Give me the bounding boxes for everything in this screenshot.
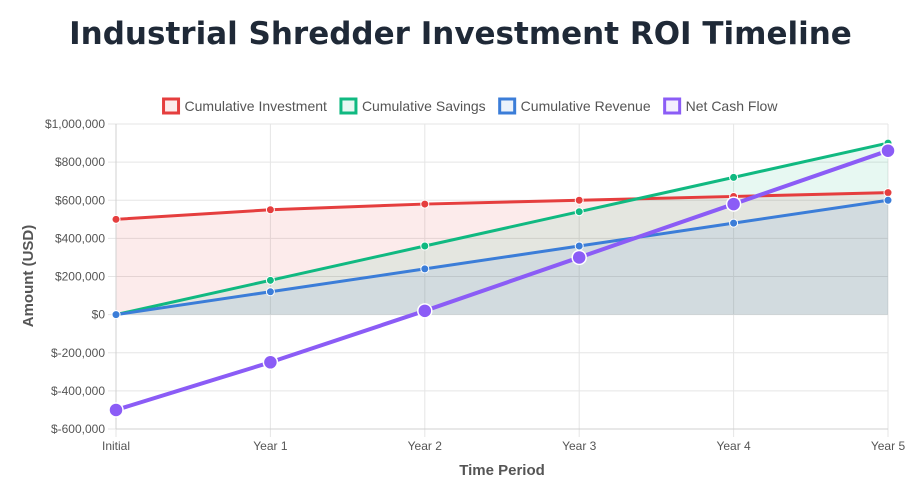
data-point[interactable] — [265, 275, 275, 285]
x-axis-title: Time Period — [459, 462, 545, 479]
y-tick-label: $-600,000 — [51, 422, 105, 436]
legend-swatch — [339, 97, 358, 115]
x-tick-label: Initial — [102, 439, 130, 453]
data-point[interactable] — [729, 172, 739, 182]
data-point[interactable] — [111, 214, 121, 224]
y-tick-label: $0 — [92, 308, 106, 322]
series-line — [115, 148, 889, 412]
legend-swatch — [663, 97, 682, 115]
data-point[interactable] — [880, 142, 896, 159]
legend-item[interactable]: Cumulative Revenue — [498, 97, 651, 115]
legend-label: Net Cash Flow — [686, 98, 779, 114]
series-points — [108, 138, 896, 418]
y-tick-label: $400,000 — [55, 231, 105, 245]
series-lines — [115, 141, 889, 412]
x-tick-label: Year 1 — [253, 439, 288, 453]
data-point[interactable] — [111, 310, 121, 320]
data-point[interactable] — [574, 195, 584, 205]
data-point[interactable] — [420, 264, 430, 274]
y-tick-label: $-200,000 — [51, 346, 105, 360]
legend-label: Cumulative Savings — [362, 98, 486, 114]
data-point[interactable] — [883, 195, 893, 205]
legend-label: Cumulative Investment — [185, 98, 328, 114]
data-point[interactable] — [571, 249, 587, 266]
data-point[interactable] — [725, 196, 742, 212]
legend: Cumulative Investment Cumulative Savings C… — [162, 97, 779, 115]
series-line — [115, 198, 889, 317]
data-point[interactable] — [574, 241, 584, 251]
data-point[interactable] — [262, 354, 279, 371]
data-point[interactable] — [883, 188, 893, 198]
axes: $1,000,000 $800,000 $600,000 $400,000 $200,0… — [45, 117, 906, 453]
chart-title: Industrial Shredder Investment ROI Timel… — [69, 16, 852, 52]
legend-label: Cumulative Revenue — [521, 98, 651, 114]
y-tick-label: $200,000 — [55, 270, 105, 284]
y-axis-title: Amount (USD) — [20, 225, 37, 327]
legend-swatch — [498, 97, 517, 115]
data-point[interactable] — [420, 199, 430, 209]
legend-item[interactable]: Cumulative Savings — [339, 97, 486, 115]
data-point[interactable] — [420, 241, 430, 251]
legend-swatch — [162, 97, 181, 115]
data-point[interactable] — [265, 205, 275, 215]
series-line — [115, 141, 889, 317]
data-point[interactable] — [417, 303, 433, 319]
x-tick-label: Year 2 — [408, 439, 443, 453]
data-point[interactable] — [108, 402, 124, 418]
data-point[interactable] — [265, 287, 275, 297]
y-tick-label: $800,000 — [55, 155, 105, 169]
y-tick-label: $600,000 — [55, 193, 105, 207]
legend-item[interactable]: Net Cash Flow — [663, 97, 779, 115]
x-tick-label: Year 4 — [716, 439, 751, 453]
x-tick-label: Year 5 — [871, 439, 906, 453]
data-point[interactable] — [574, 207, 584, 217]
legend-item[interactable]: Cumulative Investment — [162, 97, 328, 115]
series-area — [116, 192, 888, 315]
x-tick-label: Year 3 — [562, 439, 597, 453]
y-tick-label: $1,000,000 — [45, 117, 105, 131]
y-tick-label: $-400,000 — [51, 384, 105, 398]
data-point[interactable] — [729, 218, 739, 228]
